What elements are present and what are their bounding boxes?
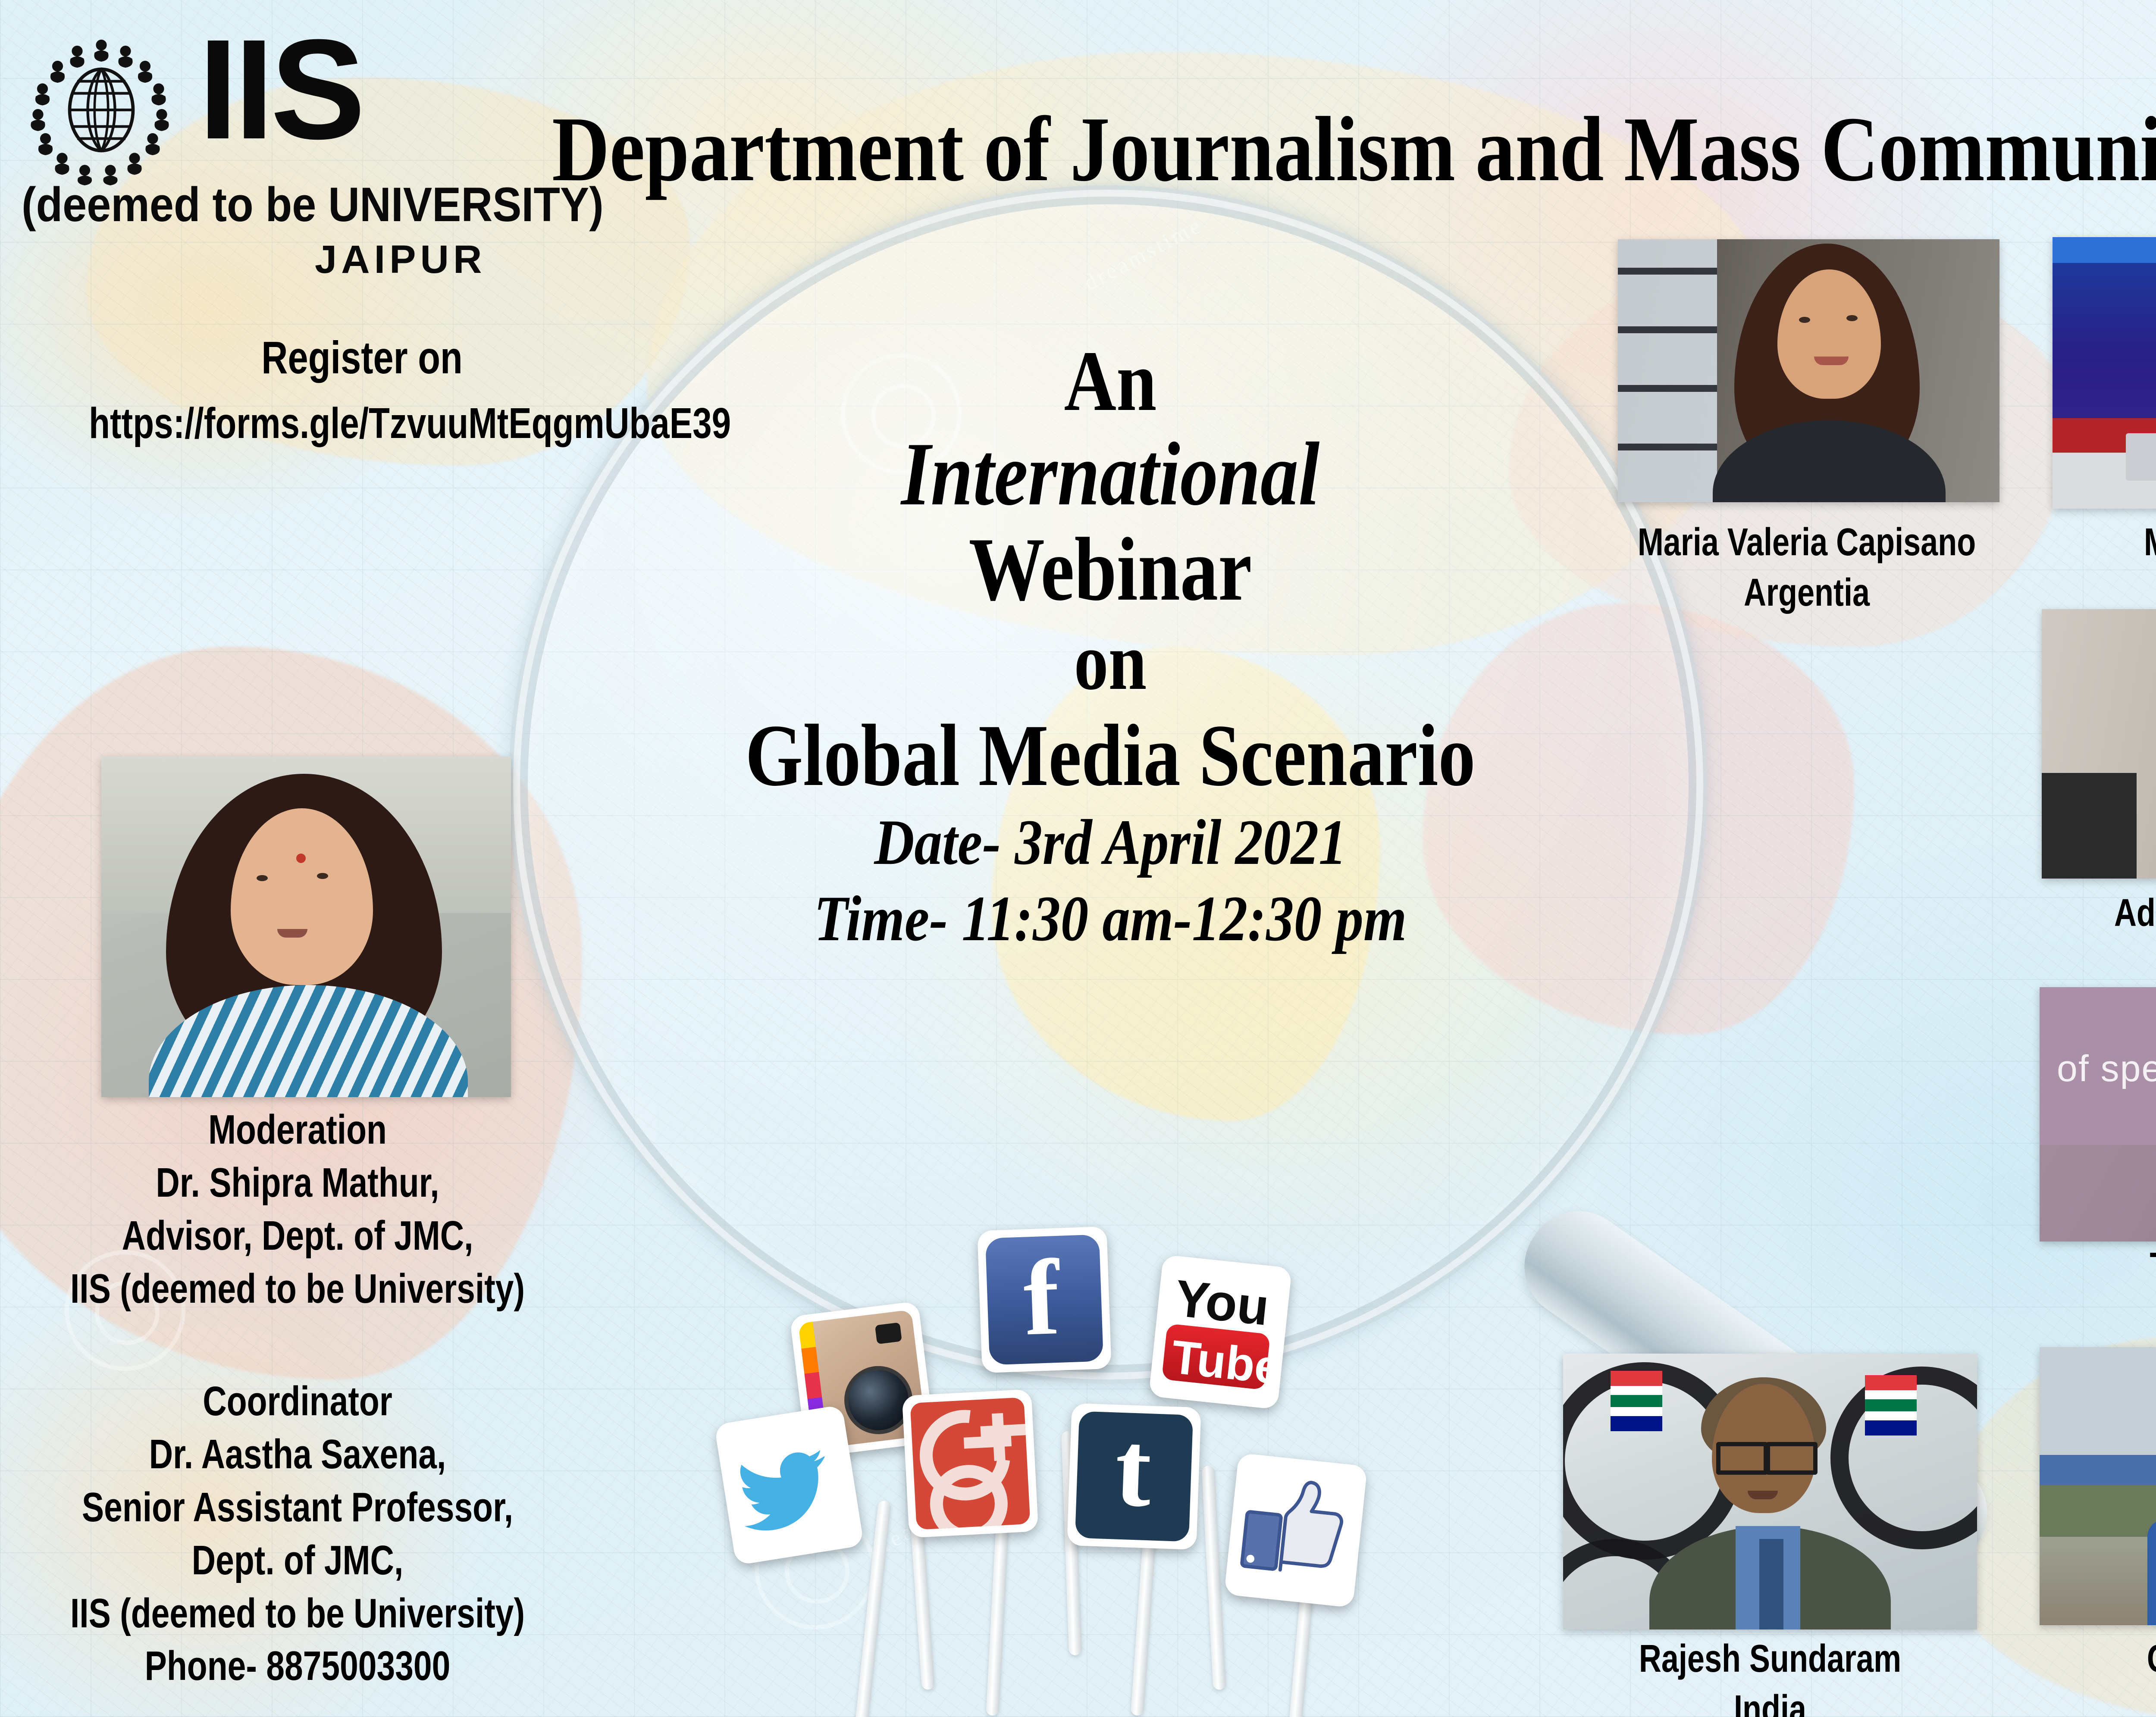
speaker-caption-adriana-gonzalez: Adriana Gonzalez bbox=[2022, 888, 2156, 938]
headline-line-1: An bbox=[1064, 334, 1157, 429]
coordinator-line-4: IIS (deemed to be University) bbox=[70, 1590, 525, 1636]
facebook-icon: f bbox=[985, 1234, 1104, 1365]
iis-university-logo: IIS (deemed to be UNIVERSITY) JAIPUR bbox=[17, 9, 604, 281]
tumblr-label: t bbox=[1113, 1411, 1153, 1530]
moderation-info: Moderation Dr. Shipra Mathur, Advisor, D… bbox=[0, 1104, 595, 1316]
coordinator-heading: Coordinator bbox=[203, 1378, 392, 1424]
registration-info: Register on https://forms.gle/TzvuuMtEqg… bbox=[9, 332, 731, 448]
moderator-photo bbox=[101, 757, 511, 1097]
speaker-photo-maria-valeria-capisano bbox=[1618, 239, 1999, 502]
moderator-face bbox=[231, 808, 373, 985]
speaker-caption-carina-errico: Carina Errico Uruguay bbox=[2027, 1634, 2156, 1717]
googleplus-sign[interactable]: g+ bbox=[902, 1389, 1039, 1538]
landmass-europe bbox=[86, 78, 690, 466]
sign-stick bbox=[1201, 1465, 1226, 1690]
coordinator-phone: Phone- 8875003300 bbox=[144, 1643, 451, 1689]
moderator-photo-art bbox=[101, 757, 511, 1097]
speaker-name: Maria Valeria Capisano bbox=[1637, 521, 1976, 564]
speaker-photo-carina-errico bbox=[2040, 1347, 2156, 1625]
poster-header: IIS (deemed to be UNIVERSITY) JAIPUR Dep… bbox=[0, 0, 2156, 285]
page-title: Department of Journalism and Mass Commun… bbox=[552, 97, 2156, 200]
event-time: Time- 11:30 am-12:30 pm bbox=[814, 882, 1407, 954]
event-topic: Global Media Scenario bbox=[745, 707, 1476, 804]
speaker-country: Kyrgyzstan bbox=[2070, 1292, 2156, 1342]
coordinator-line-3: Dept. of JMC, bbox=[191, 1537, 404, 1583]
speaker-caption-maria-valeria-capisano: Maria Valeria Capisano Argentia bbox=[1552, 517, 2061, 618]
register-label: Register on bbox=[261, 332, 463, 383]
photo-overlay-text: of speech, bbox=[2057, 1048, 2156, 1089]
thumbs-up-icon bbox=[1232, 1461, 1359, 1599]
headline-line-2: International bbox=[901, 424, 1320, 524]
twitter-sign[interactable] bbox=[714, 1404, 864, 1566]
event-headline: An International Webinar on Global Media… bbox=[604, 336, 1617, 957]
youtube-sign[interactable]: You Tube bbox=[1148, 1254, 1292, 1410]
googleplus-icon: g+ bbox=[910, 1397, 1031, 1530]
headline-line-4: on bbox=[1074, 616, 1147, 707]
youtube-label-tube: Tube bbox=[1169, 1330, 1284, 1395]
tumblr-sign[interactable]: t bbox=[1067, 1403, 1201, 1550]
event-date: Date- 3rd April 2021 bbox=[874, 806, 1347, 878]
facebook-label: f bbox=[1022, 1237, 1062, 1358]
logo-iis-text: IIS bbox=[198, 9, 365, 169]
speaker-name: Rajesh Sundaram bbox=[1639, 1637, 1902, 1680]
moderation-line-3: IIS (deemed to be University) bbox=[70, 1265, 525, 1312]
speaker-name: Adriana Gonzalez bbox=[2114, 891, 2156, 935]
speaker-caption-mimoza-kociu: Mimoza KOÇIU Albania bbox=[2044, 517, 2156, 618]
speaker-name: Tina Eshieva bbox=[2070, 1242, 2156, 1292]
facebook-sign[interactable]: f bbox=[977, 1226, 1112, 1373]
speaker-caption-tina-eshieva: Tina Eshieva Kyrgyzstan bbox=[2027, 1242, 2156, 1342]
speaker-photo-adriana-gonzalez bbox=[2042, 609, 2156, 879]
speaker-name: Carina Errico bbox=[2070, 1634, 2156, 1684]
speaker-photo-rajesh-sundaram bbox=[1563, 1354, 1977, 1629]
headline-line-3: Webinar bbox=[968, 519, 1252, 619]
speaker-country: India bbox=[1733, 1688, 1806, 1717]
speaker-photo-mimoza-kociu bbox=[2053, 237, 2156, 509]
coordinator-info: Coordinator Dr. Aastha Saxena, Senior As… bbox=[0, 1375, 595, 1693]
stock-watermark-ring bbox=[65, 1250, 185, 1371]
moderation-heading: Moderation bbox=[208, 1107, 387, 1153]
speaker-name: Mimoza KOÇIU bbox=[2086, 517, 2156, 568]
speaker-caption-rajesh-sundaram: Rajesh Sundaram India bbox=[1539, 1634, 2001, 1717]
speaker-photo-tina-eshieva: of speech, bbox=[2040, 987, 2156, 1242]
social-media-signs: Insta f You Tube bbox=[714, 1224, 1522, 1717]
twitter-icon bbox=[723, 1414, 856, 1557]
youtube-icon: You Tube bbox=[1157, 1263, 1284, 1401]
tumblr-icon: t bbox=[1075, 1411, 1194, 1542]
speaker-country: Argentia bbox=[1743, 571, 1870, 614]
thumbs-up-sign[interactable] bbox=[1224, 1453, 1368, 1608]
logo-deemed-text: (deemed to be UNIVERSITY) bbox=[22, 178, 604, 231]
registration-link[interactable]: https://forms.gle/TzvuuMtEqgmUbaE39 bbox=[89, 399, 731, 447]
magnifier-lens bbox=[509, 185, 1708, 1384]
moderation-line-1: Dr. Shipra Mathur, bbox=[156, 1159, 439, 1206]
coordinator-line-1: Dr. Aastha Saxena, bbox=[149, 1431, 446, 1477]
moderation-line-2: Advisor, Dept. of JMC, bbox=[122, 1212, 473, 1259]
globe-people-emblem-icon bbox=[31, 39, 169, 185]
coordinator-line-2: Senior Assistant Professor, bbox=[81, 1484, 514, 1530]
logo-jaipur-text: JAIPUR bbox=[315, 238, 486, 281]
speaker-country: Uruguay bbox=[2070, 1684, 2156, 1717]
